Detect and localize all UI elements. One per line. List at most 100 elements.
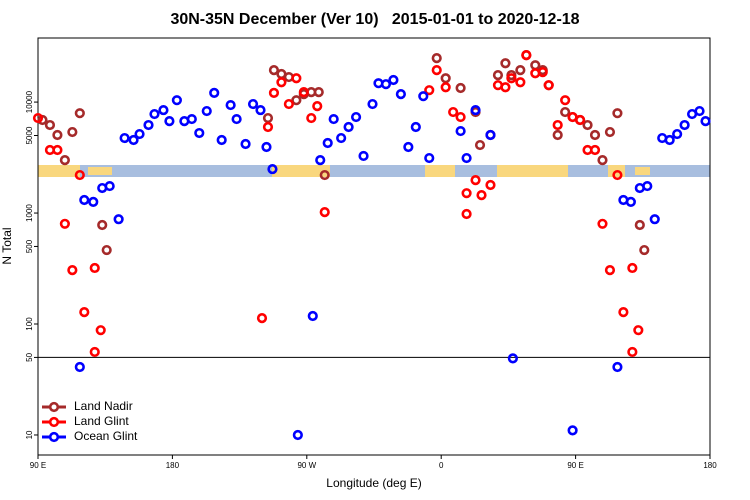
point bbox=[128, 134, 139, 146]
legend-marker bbox=[48, 401, 60, 413]
legend-label: Ocean Glint bbox=[74, 429, 138, 443]
point bbox=[492, 70, 504, 81]
point bbox=[515, 65, 526, 76]
point bbox=[521, 50, 532, 61]
point bbox=[604, 126, 616, 138]
point bbox=[134, 128, 145, 140]
point bbox=[358, 150, 369, 162]
point bbox=[291, 95, 302, 106]
x-tick-label: 90 E bbox=[30, 461, 46, 470]
point bbox=[209, 87, 220, 98]
point bbox=[89, 262, 100, 274]
point bbox=[231, 113, 242, 125]
point bbox=[350, 111, 362, 123]
point bbox=[612, 361, 623, 373]
point bbox=[79, 194, 90, 206]
point bbox=[461, 208, 472, 220]
point bbox=[448, 106, 459, 118]
legend-label: Land Nadir bbox=[74, 399, 133, 413]
point bbox=[560, 106, 571, 118]
point bbox=[694, 105, 705, 117]
point bbox=[597, 155, 608, 166]
point bbox=[634, 219, 645, 231]
point bbox=[679, 119, 690, 131]
point bbox=[306, 112, 317, 124]
point bbox=[612, 169, 623, 181]
point bbox=[240, 138, 251, 150]
point bbox=[424, 85, 435, 96]
point bbox=[225, 99, 236, 111]
point bbox=[582, 119, 593, 131]
point bbox=[67, 265, 78, 276]
point bbox=[507, 353, 518, 364]
point bbox=[113, 214, 124, 225]
point bbox=[612, 108, 623, 119]
point bbox=[261, 141, 272, 153]
point bbox=[470, 175, 481, 186]
point bbox=[247, 98, 259, 110]
point bbox=[380, 79, 392, 90]
point bbox=[95, 325, 106, 336]
point bbox=[216, 134, 227, 146]
point bbox=[461, 188, 472, 199]
point bbox=[649, 214, 660, 225]
point bbox=[322, 137, 333, 149]
point bbox=[367, 98, 378, 110]
point bbox=[255, 104, 266, 116]
y-tick-label: 1000 bbox=[25, 204, 34, 222]
point bbox=[149, 108, 160, 120]
point bbox=[440, 73, 451, 84]
point bbox=[403, 141, 414, 153]
point bbox=[485, 179, 496, 191]
x-tick-label: 90 W bbox=[297, 461, 316, 470]
point bbox=[59, 155, 70, 166]
point bbox=[597, 218, 608, 229]
point bbox=[431, 53, 442, 64]
x-tick-label: 180 bbox=[703, 461, 717, 470]
point bbox=[79, 307, 90, 318]
point bbox=[485, 129, 496, 141]
point bbox=[395, 89, 406, 100]
x-tick-label: 180 bbox=[166, 461, 180, 470]
point bbox=[104, 180, 115, 192]
point bbox=[276, 77, 287, 88]
point bbox=[625, 196, 636, 208]
point bbox=[474, 139, 486, 151]
map-strip bbox=[38, 165, 710, 177]
point bbox=[268, 65, 280, 76]
point bbox=[633, 325, 644, 336]
point bbox=[298, 87, 309, 98]
point bbox=[101, 244, 112, 256]
point bbox=[455, 82, 466, 94]
point bbox=[319, 169, 330, 181]
y-tick-label: 10000 bbox=[25, 90, 34, 113]
point bbox=[313, 87, 324, 98]
point bbox=[470, 104, 481, 116]
point bbox=[171, 95, 182, 106]
y-tick-label: 500 bbox=[25, 239, 34, 253]
point bbox=[530, 60, 541, 71]
point bbox=[74, 169, 85, 181]
point bbox=[567, 425, 578, 436]
point bbox=[291, 73, 302, 84]
x-tick-label: 90 E bbox=[567, 461, 583, 470]
point bbox=[515, 77, 526, 88]
point bbox=[589, 144, 601, 156]
point bbox=[476, 190, 487, 201]
point bbox=[256, 313, 268, 324]
point bbox=[700, 115, 711, 127]
point bbox=[312, 100, 323, 112]
point bbox=[194, 127, 205, 139]
point bbox=[506, 73, 517, 84]
point bbox=[500, 58, 511, 69]
point bbox=[639, 244, 650, 256]
point bbox=[88, 196, 99, 208]
point bbox=[74, 361, 85, 373]
point bbox=[642, 180, 653, 192]
point bbox=[268, 87, 280, 98]
point bbox=[283, 98, 294, 110]
point bbox=[560, 95, 571, 106]
point bbox=[537, 67, 548, 78]
point bbox=[664, 134, 675, 146]
y-tick-label: 5000 bbox=[25, 126, 34, 144]
